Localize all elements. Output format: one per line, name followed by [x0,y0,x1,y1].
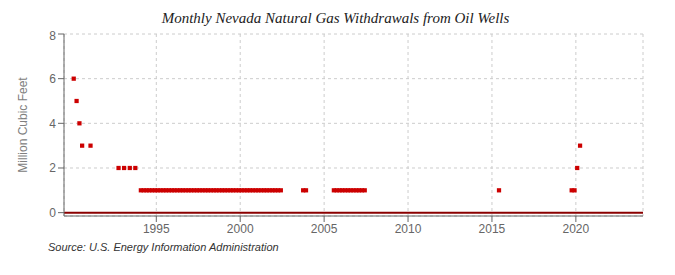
svg-text:2015: 2015 [479,222,506,236]
svg-text:2020: 2020 [563,222,590,236]
svg-text:8: 8 [49,29,56,43]
svg-text:0: 0 [49,206,56,220]
svg-text:2005: 2005 [311,222,338,236]
svg-text:2: 2 [49,161,56,175]
html-text:Monthly Nevada Natural Gas Wit: Monthly Nevada Natural Gas Withdrawals f… [161,10,510,26]
svg-text:4: 4 [49,117,56,131]
svg-text:2000: 2000 [227,222,254,236]
svg-text:1995: 1995 [143,222,170,236]
svg-text:6: 6 [49,72,56,86]
svg-text:Million Cubic Feet: Million Cubic Feet [16,77,30,173]
html-text:Source: U.S. Energy Informatio: Source: U.S. Energy Information Administ… [48,241,279,253]
svg-text:2010: 2010 [395,222,422,236]
